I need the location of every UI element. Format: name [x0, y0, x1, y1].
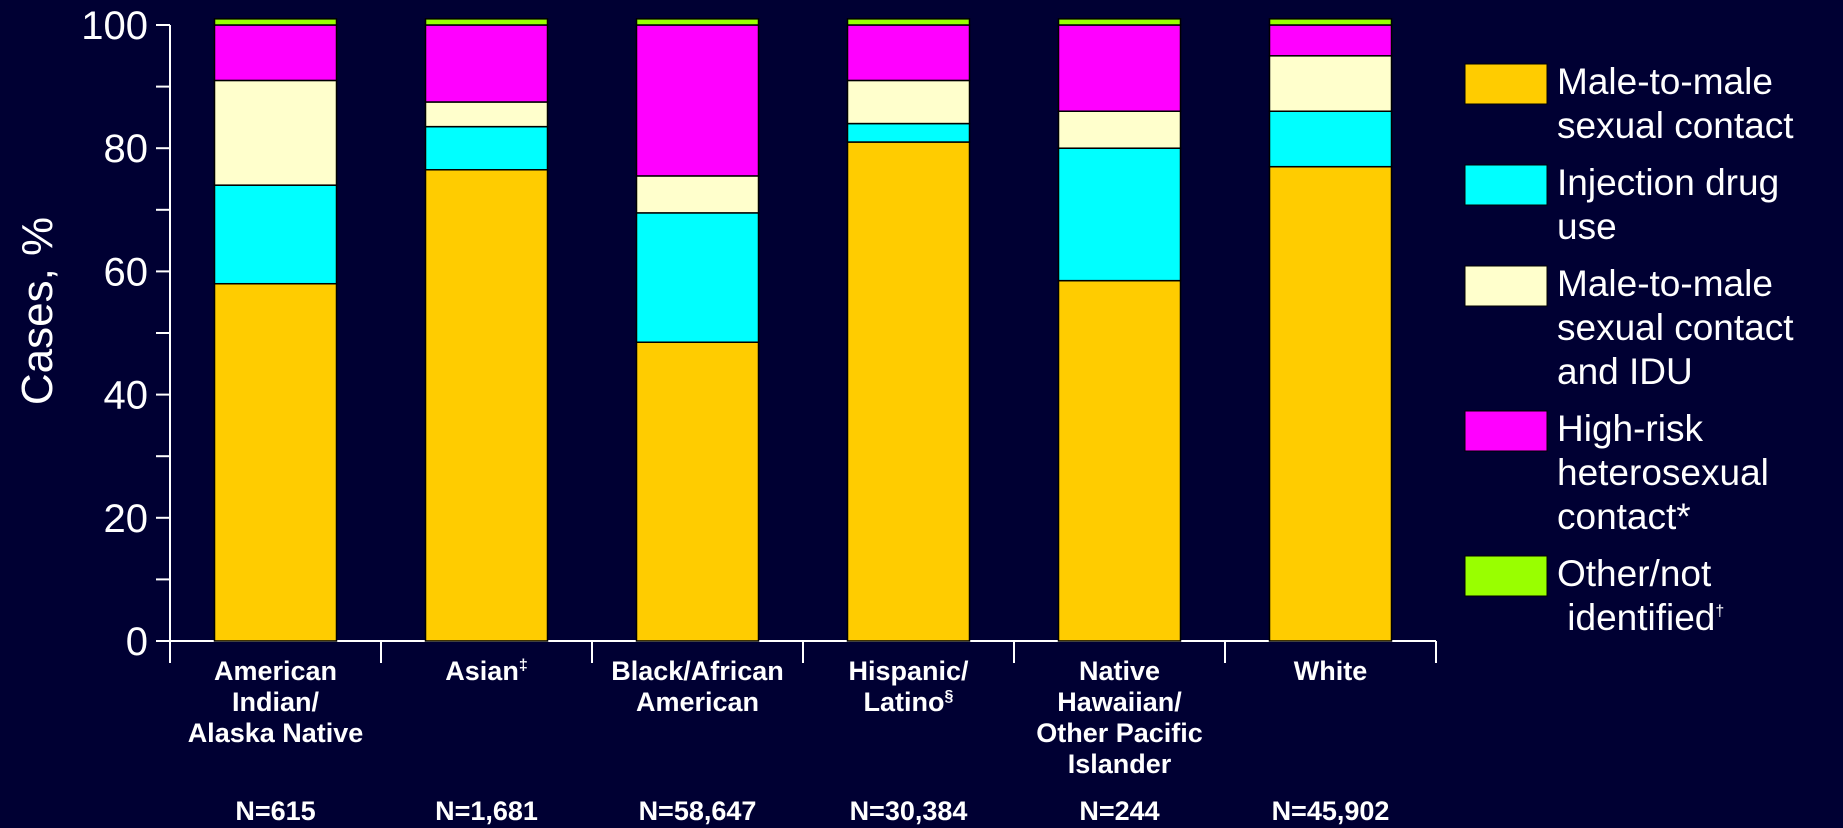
legend-swatch: [1464, 63, 1548, 105]
bar-segment: [424, 125, 549, 171]
category-label: Asian‡: [445, 656, 527, 686]
footnote-marker: §: [945, 688, 954, 705]
legend-label: contact*: [1557, 496, 1691, 537]
legend-label: Other/not: [1557, 553, 1712, 594]
sample-size-label: N=45,902: [1272, 796, 1390, 826]
sample-size-label: N=58,647: [639, 796, 757, 826]
sample-size-label: N=1,681: [435, 796, 538, 826]
bar-segment: [846, 18, 971, 26]
bar-segment: [635, 341, 760, 642]
legend-swatch: [1464, 265, 1548, 307]
bar-segment: [635, 212, 760, 343]
footnote-marker: ‡: [519, 657, 528, 674]
bar-segment: [635, 175, 760, 214]
legend-label: Male-to-male: [1557, 61, 1773, 102]
category-label: Black/African: [611, 656, 784, 686]
category-label: American: [636, 687, 759, 717]
y-tick-label: 60: [104, 250, 149, 294]
legend-label: heterosexual: [1557, 452, 1769, 493]
category-label: Alaska Native: [188, 718, 364, 748]
bar-segment: [846, 79, 971, 125]
category-label: Hispanic/: [848, 656, 969, 686]
legend-label: sexual contact: [1557, 307, 1794, 348]
bar-segment: [1268, 165, 1393, 642]
y-tick-label: 100: [81, 4, 148, 48]
category-label: White: [1294, 656, 1368, 686]
y-axis-label: Cases, %: [13, 217, 62, 405]
legend-label: Injection drug: [1557, 162, 1779, 203]
bar-segment: [424, 24, 549, 103]
bar-segment: [1057, 110, 1182, 149]
bar-segment: [213, 282, 338, 642]
legend-label: Male-to-male: [1557, 263, 1773, 304]
bar-segment: [846, 141, 971, 642]
legend-swatch: [1464, 555, 1548, 597]
legend-swatch: [1464, 164, 1548, 206]
bar-segment: [846, 24, 971, 82]
category-label: Other Pacific: [1036, 718, 1203, 748]
bar-segment: [1057, 18, 1182, 26]
y-tick-label: 0: [126, 620, 148, 664]
y-tick-label: 20: [104, 497, 149, 541]
category-label: Hawaiian/: [1057, 687, 1182, 717]
category-label: Islander: [1068, 749, 1172, 779]
bar-segment: [846, 122, 971, 143]
bars-layer: [213, 18, 1393, 642]
y-tick-label: 80: [104, 127, 149, 171]
bar-segment: [1057, 147, 1182, 282]
legend-label: and IDU: [1557, 351, 1693, 392]
category-label: Latino§: [864, 687, 954, 717]
category-label: American: [214, 656, 337, 686]
axes-layer: 0 20 40 60 80 100: [81, 4, 1437, 664]
legend-swatch: [1464, 410, 1548, 452]
bar-segment: [424, 101, 549, 128]
bar-segment: [1268, 18, 1393, 26]
legend-label: sexual contact: [1557, 105, 1794, 146]
bar-segment: [1057, 279, 1182, 642]
bar-segment: [1057, 24, 1182, 112]
legend-label: High-risk: [1557, 408, 1703, 449]
legend-label: use: [1557, 206, 1617, 247]
bar-segment: [1268, 55, 1393, 112]
bar-segment: [213, 18, 338, 26]
y-tick-label: 40: [104, 374, 149, 418]
bar-segment: [213, 184, 338, 285]
category-label: Native: [1079, 656, 1160, 686]
bar-segment: [424, 169, 549, 642]
bar-segment: [1268, 24, 1393, 57]
bar-segment: [213, 24, 338, 82]
footnote-marker: †: [1715, 603, 1724, 620]
sample-size-label: N=30,384: [850, 796, 968, 826]
bar-segment: [424, 18, 549, 26]
legend-label: identified†: [1557, 597, 1724, 638]
bar-segment: [635, 24, 760, 177]
bar-segment: [635, 18, 760, 26]
bar-segment: [1268, 110, 1393, 168]
category-label: Indian/: [232, 687, 319, 717]
sample-size-label: N=615: [235, 796, 315, 826]
sample-size-label: N=244: [1079, 796, 1159, 826]
bar-segment: [213, 79, 338, 186]
